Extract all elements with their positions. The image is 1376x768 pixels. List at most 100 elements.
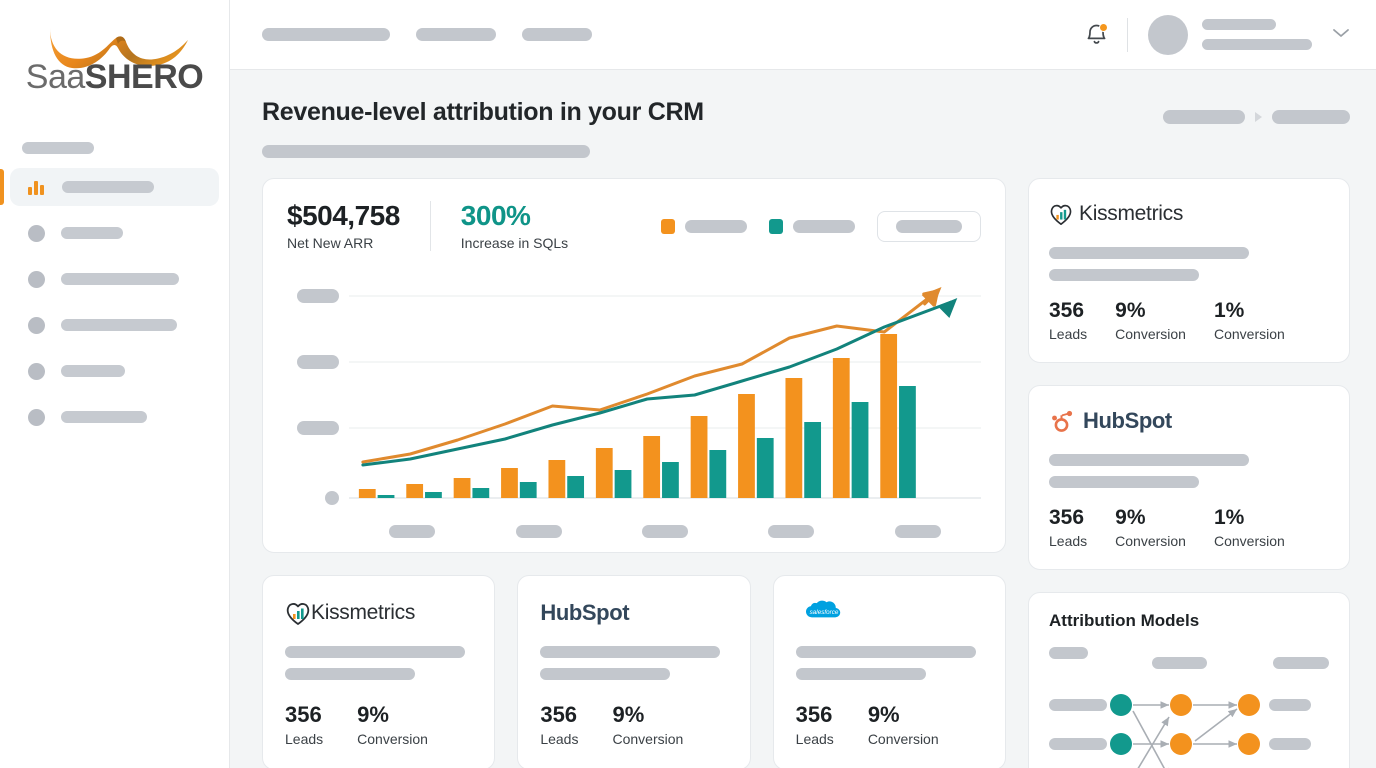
kpi-value: $504,758 — [287, 200, 400, 231]
divider — [1127, 17, 1128, 52]
placeholder-lines — [1049, 247, 1329, 281]
stat-label: Conversion — [867, 731, 939, 748]
sidebar-item-6[interactable] — [10, 398, 219, 436]
kpi-net-new-arr: $504,758 Net New ARR — [287, 200, 430, 252]
sidebar-item-dashboard[interactable] — [0, 168, 219, 206]
stat-label: Conversion — [1115, 326, 1186, 342]
stat-conversion-2: 1% Conversion — [1214, 506, 1285, 549]
sidebar-item-label — [61, 365, 125, 377]
dot-icon — [28, 362, 45, 380]
stat-leads: 356 Leads — [1049, 506, 1087, 549]
chevron-down-icon[interactable] — [1332, 26, 1350, 44]
hubspot-logo: HubSpot — [540, 596, 727, 630]
page-action-2[interactable] — [1272, 110, 1350, 124]
page-action-1[interactable] — [1163, 110, 1245, 124]
stat-value: 1% — [1213, 506, 1245, 529]
user-name-placeholder — [1202, 19, 1276, 30]
sidebar-item-label — [62, 181, 154, 193]
sidebar-item-3[interactable] — [10, 260, 219, 298]
middle-nodes — [1170, 694, 1192, 755]
stats: 356 Leads 9% Conversion — [796, 702, 983, 747]
stat-label: Leads — [540, 731, 579, 748]
kpi-label: Net New ARR — [287, 235, 374, 252]
right-column: Kissmetrics 356 Leads 9% — [1028, 178, 1350, 768]
bar-chart-icon — [28, 179, 46, 195]
placeholder-line — [540, 646, 721, 659]
top-bar-right — [1083, 14, 1350, 55]
y-tick-label — [297, 421, 339, 436]
page-header: Revenue-level attribution in your CRM — [262, 98, 1350, 158]
attribution-models-card: Attribution Models — [1028, 592, 1350, 768]
placeholder-lines — [285, 646, 472, 681]
integration-card-hubspot[interactable]: HubSpot 356 Leads — [517, 575, 751, 768]
integration-name: HubSpot — [540, 600, 630, 626]
row-labels-left — [1049, 699, 1107, 750]
stat-leads: 356 Leads — [796, 702, 834, 747]
stat-value: 9% — [612, 702, 645, 728]
x-tick-label — [641, 525, 688, 539]
integration-card-salesforce[interactable]: salesforce salesforce 356 — [772, 575, 1006, 768]
legend-item-sqls[interactable] — [769, 218, 855, 234]
column-header — [1152, 657, 1207, 669]
row-labels-right — [1269, 699, 1311, 750]
stat-label: Leads — [1049, 533, 1088, 549]
sidebar-item-label — [61, 411, 147, 423]
caret-right-icon — [1255, 112, 1262, 122]
placeholder-line — [795, 646, 976, 659]
top-nav-item-2[interactable] — [416, 28, 496, 41]
chart-plot-area — [287, 265, 981, 515]
column-header — [1272, 657, 1329, 669]
side-card-hubspot[interactable]: HubSpot 356 Leads 9% — [1028, 385, 1350, 570]
kissmetrics-heart-icon — [1050, 204, 1072, 225]
chart-canvas — [349, 265, 981, 515]
source-nodes — [1110, 694, 1132, 755]
top-bar — [230, 0, 1376, 70]
main-area: Revenue-level attribution in your CRM $ — [230, 0, 1376, 768]
top-nav-item-1[interactable] — [262, 28, 390, 41]
kpi-label: Increase in SQLs — [460, 235, 569, 252]
chart-range-label — [896, 219, 962, 233]
placeholder-line — [1049, 454, 1249, 466]
arrow-head-sqls — [937, 298, 958, 319]
stat-value: 356 — [285, 702, 322, 728]
top-nav-item-3[interactable] — [522, 28, 592, 41]
salesforce-cloud-icon: salesforce — [805, 601, 840, 618]
placeholder-line — [285, 668, 415, 681]
brand-logo[interactable]: SaaSHERO — [0, 0, 229, 120]
sidebar-item-4[interactable] — [10, 306, 219, 344]
avatar[interactable] — [1148, 14, 1188, 55]
legend-swatch-orange — [661, 218, 675, 234]
legend-label — [793, 219, 855, 233]
bell-icon[interactable] — [1083, 21, 1109, 49]
dashboard-grid: $504,758 Net New ARR 300% Increase in SQ… — [262, 178, 1350, 768]
dot-icon — [28, 270, 45, 288]
legend-item-arr[interactable] — [661, 218, 747, 234]
integration-name: HubSpot — [1083, 408, 1172, 433]
sidebar-section-label — [22, 142, 94, 154]
kpi-value: 300% — [460, 200, 531, 231]
page-subtitle-placeholder — [262, 145, 590, 158]
stat-value: 9% — [1115, 506, 1146, 529]
hubspot-sprocket-icon — [1052, 410, 1073, 432]
column-header — [1049, 647, 1089, 659]
chart-range-button[interactable] — [877, 210, 981, 242]
placeholder-lines — [795, 646, 983, 681]
integration-card-kissmetrics[interactable]: Kissmetrics 356 Leads — [262, 575, 496, 768]
user-info[interactable] — [1202, 19, 1312, 50]
sidebar-item-2[interactable] — [10, 214, 219, 252]
sidebar-item-label — [61, 319, 177, 331]
stat-value: 356 — [1049, 299, 1085, 322]
chart-header: $504,758 Net New ARR 300% Increase in SQ… — [287, 200, 981, 252]
stat-value: 9% — [357, 702, 389, 728]
side-card-kissmetrics[interactable]: Kissmetrics 356 Leads 9% — [1028, 178, 1350, 363]
page-content: Revenue-level attribution in your CRM $ — [230, 70, 1376, 768]
placeholder-line — [1049, 269, 1199, 281]
trend-line-sqls — [361, 300, 953, 467]
sidebar-item-5[interactable] — [10, 352, 219, 390]
y-tick-label — [297, 355, 339, 370]
chart-card: $504,758 Net New ARR 300% Increase in SQ… — [262, 178, 1006, 554]
bell-glyph — [1087, 24, 1105, 44]
stat-conversion: 9% Conversion — [357, 702, 428, 747]
logo-swoosh-icon — [49, 28, 188, 69]
placeholder-lines — [1049, 454, 1329, 488]
